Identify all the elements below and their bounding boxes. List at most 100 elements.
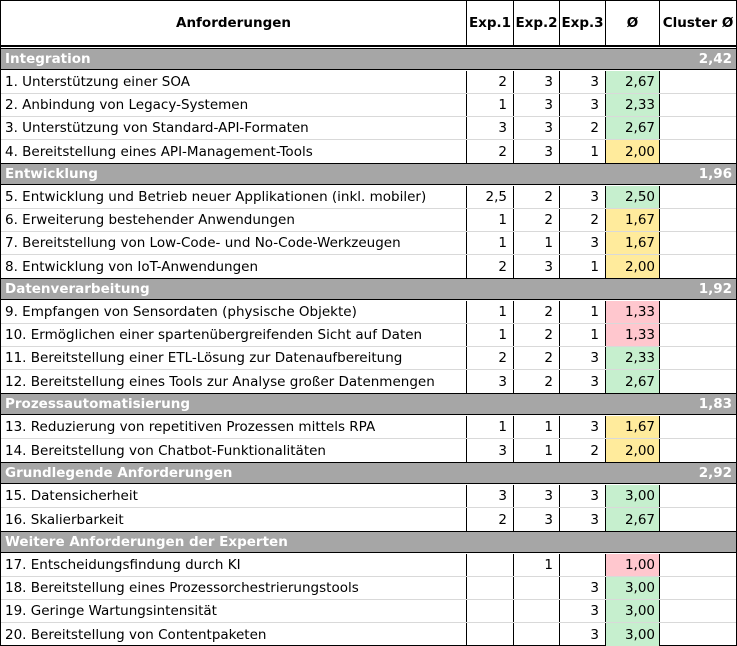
expert-2-score: 2 <box>514 370 560 393</box>
expert-2-score: 3 <box>514 140 560 163</box>
expert-1-score <box>467 554 514 576</box>
average-score: 2,67 <box>606 117 660 139</box>
header-cluster-average: Cluster Ø <box>662 15 734 31</box>
table-row: 2. Anbindung von Legacy-Systemen 1 3 3 2,33 <box>1 94 736 117</box>
requirement-name: 11. Bereitstellung einer ETL-Lösung zur … <box>1 347 467 369</box>
cluster-cell-empty <box>660 508 736 531</box>
requirement-name: 1. Unterstützung einer SOA <box>1 71 467 93</box>
average-score: 1,00 <box>606 554 660 576</box>
category-row: Prozessautomatisierung 1,83 <box>1 393 736 415</box>
requirement-name: 2. Anbindung von Legacy-Systemen <box>1 94 467 116</box>
expert-2-score: 1 <box>514 554 560 576</box>
expert-2-score: 2 <box>514 209 560 231</box>
expert-3-score: 3 <box>560 508 606 531</box>
expert-3-score: 2 <box>560 439 606 462</box>
requirement-name: 6. Erweiterung bestehender Anwendungen <box>1 209 467 231</box>
expert-3-score <box>560 554 606 576</box>
expert-2-score: 1 <box>514 416 560 438</box>
expert-2-score <box>514 623 560 646</box>
table-row: 15. Datensicherheit 3 3 3 3,00 <box>1 485 736 508</box>
category-cluster-average: 1,96 <box>698 166 732 182</box>
expert-1-score: 1 <box>467 324 514 346</box>
cluster-cell-empty <box>660 71 736 93</box>
table-row: 8. Entwicklung von IoT-Anwendungen 2 3 1 2,0… <box>1 255 736 278</box>
expert-2-score: 2 <box>514 347 560 369</box>
expert-3-score: 3 <box>560 600 606 622</box>
expert-3-score: 3 <box>560 186 606 208</box>
cluster-cell-empty <box>660 324 736 346</box>
cluster-cell-empty <box>660 94 736 116</box>
expert-3-score: 1 <box>560 324 606 346</box>
table-row: 16. Skalierbarkeit 2 3 3 2,67 <box>1 508 736 531</box>
category-cluster-average: 1,83 <box>698 396 732 412</box>
cluster-cell-empty <box>660 347 736 369</box>
expert-1-score: 2 <box>467 71 514 93</box>
requirement-name: 20. Bereitstellung von Contentpaketen <box>1 623 467 646</box>
cluster-cell-empty <box>660 623 736 646</box>
category-cluster-average: 1,92 <box>698 281 732 297</box>
expert-1-score: 3 <box>467 370 514 393</box>
category-name: Prozessautomatisierung <box>5 396 190 412</box>
expert-2-score: 3 <box>514 71 560 93</box>
requirement-name: 4. Bereitstellung eines API-Management-T… <box>1 140 467 163</box>
cluster-cell-empty <box>660 232 736 254</box>
cluster-cell-empty <box>660 370 736 393</box>
category-row: Entwicklung 1,96 <box>1 163 736 185</box>
expert-2-score: 1 <box>514 232 560 254</box>
average-score: 2,67 <box>606 508 660 531</box>
category-row: Datenverarbeitung 1,92 <box>1 278 736 300</box>
cluster-cell-empty <box>660 577 736 599</box>
average-score: 2,67 <box>606 370 660 393</box>
average-score: 1,67 <box>606 232 660 254</box>
category-row: Grundlegende Anforderungen 2,92 <box>1 462 736 484</box>
average-score: 1,67 <box>606 416 660 438</box>
expert-2-score: 3 <box>514 485 560 507</box>
requirement-name: 14. Bereitstellung von Chatbot-Funktiona… <box>1 439 467 462</box>
expert-3-score: 3 <box>560 94 606 116</box>
cluster-cell-empty <box>660 117 736 139</box>
average-score: 1,33 <box>606 301 660 323</box>
table-row: 18. Bereitstellung eines Prozessorchestr… <box>1 577 736 600</box>
table-row: 9. Empfangen von Sensordaten (physische … <box>1 301 736 324</box>
expert-3-score: 3 <box>560 370 606 393</box>
expert-1-score: 2,5 <box>467 186 514 208</box>
table-row: 10. Ermöglichen einer spartenübergreifen… <box>1 324 736 347</box>
expert-1-score: 1 <box>467 94 514 116</box>
expert-3-score: 3 <box>560 71 606 93</box>
category-row: Integration 2,42 <box>1 48 736 70</box>
header-expert-1: Exp.1 <box>467 1 514 45</box>
table-row: 5. Entwicklung und Betrieb neuer Applika… <box>1 186 736 209</box>
category-cluster-average <box>660 532 736 552</box>
expert-1-score: 3 <box>467 117 514 139</box>
expert-2-score <box>514 577 560 599</box>
category-name: Entwicklung <box>5 166 98 182</box>
expert-3-score: 2 <box>560 117 606 139</box>
requirement-name: 9. Empfangen von Sensordaten (physische … <box>1 301 467 323</box>
cluster-cell-empty <box>660 255 736 278</box>
expert-1-score <box>467 577 514 599</box>
requirement-name: 17. Entscheidungsfindung durch KI <box>1 554 467 576</box>
table-row: 17. Entscheidungsfindung durch KI 1 1,00 <box>1 554 736 577</box>
table-row: 13. Reduzierung von repetitiven Prozesse… <box>1 416 736 439</box>
expert-3-score: 3 <box>560 347 606 369</box>
category-name: Integration <box>5 51 91 67</box>
expert-3-score: 3 <box>560 232 606 254</box>
expert-2-score: 2 <box>514 301 560 323</box>
expert-3-score: 2 <box>560 209 606 231</box>
requirement-name: 12. Bereitstellung eines Tools zur Analy… <box>1 370 467 393</box>
table-row: 7. Bereitstellung von Low-Code- und No-C… <box>1 232 736 255</box>
table-row: 20. Bereitstellung von Contentpaketen 3 3,… <box>1 623 736 646</box>
expert-1-score: 2 <box>467 140 514 163</box>
expert-1-score: 1 <box>467 209 514 231</box>
expert-3-score: 3 <box>560 623 606 646</box>
table-row: 1. Unterstützung einer SOA 2 3 3 2,67 <box>1 71 736 94</box>
expert-1-score: 1 <box>467 232 514 254</box>
cluster-cell-empty <box>660 485 736 507</box>
expert-3-score: 3 <box>560 485 606 507</box>
table-header: Anforderungen Exp.1 Exp.2 Exp.3 Ø Cluste… <box>1 1 736 47</box>
expert-2-score <box>514 600 560 622</box>
header-expert-2: Exp.2 <box>514 1 560 45</box>
average-score: 2,33 <box>606 94 660 116</box>
requirement-name: 15. Datensicherheit <box>1 485 467 507</box>
